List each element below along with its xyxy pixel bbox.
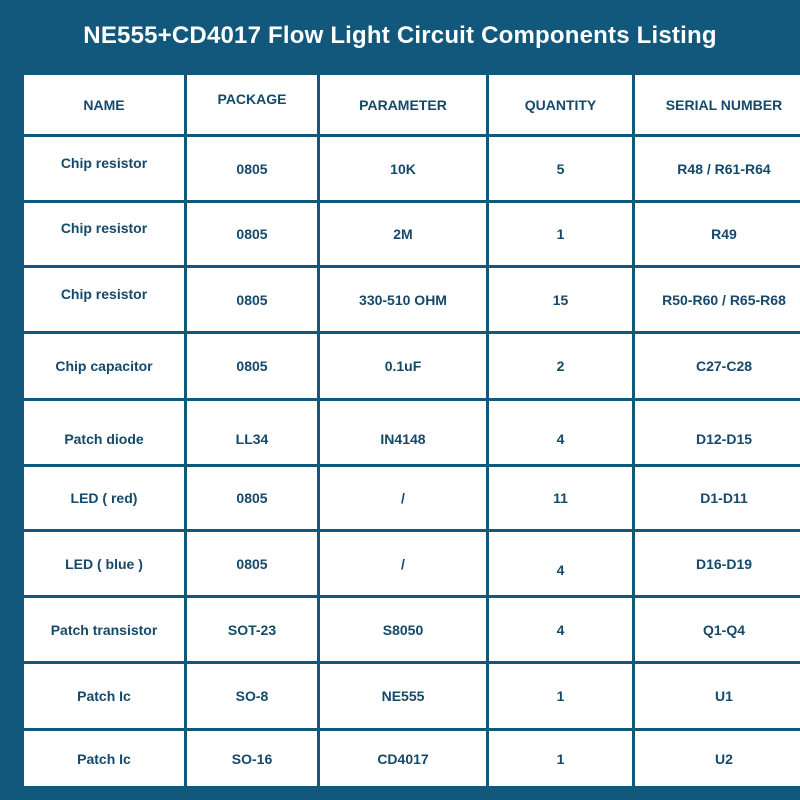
cell-name: Patch diode bbox=[24, 401, 184, 464]
cell-parameter: NE555 bbox=[320, 664, 486, 728]
header-parameter: PARAMETER bbox=[320, 75, 486, 134]
cell-package: SO-16 bbox=[187, 731, 317, 786]
cell-serial-number: U2 bbox=[635, 731, 800, 786]
cell-package: 0805 bbox=[187, 268, 317, 331]
table-row: Patch diode LL34 IN4148 4 D12-D15 bbox=[24, 401, 800, 464]
cell-package: LL34 bbox=[187, 401, 317, 464]
cell-name: Patch Ic bbox=[24, 664, 184, 728]
table-row: Chip resistor 0805 2M 1 R49 bbox=[24, 203, 800, 265]
cell-parameter: / bbox=[320, 532, 486, 595]
cell-package: 0805 bbox=[187, 137, 317, 200]
cell-parameter: IN4148 bbox=[320, 401, 486, 464]
table-row: Patch Ic SO-16 CD4017 1 U2 bbox=[24, 731, 800, 786]
header-name: NAME bbox=[24, 75, 184, 134]
cell-package: 0805 bbox=[187, 203, 317, 265]
cell-parameter: 2M bbox=[320, 203, 486, 265]
cell-parameter: 330-510 OHM bbox=[320, 268, 486, 331]
cell-serial-number: R48 / R61-R64 bbox=[635, 137, 800, 200]
cell-name: Chip resistor bbox=[24, 137, 184, 200]
cell-package: 0805 bbox=[187, 532, 317, 595]
cell-parameter: 10K bbox=[320, 137, 486, 200]
cell-name: Chip resistor bbox=[24, 268, 184, 331]
table-row: Chip resistor 0805 330-510 OHM 15 R50-R6… bbox=[24, 268, 800, 331]
table-row: LED ( red) 0805 / 11 D1-D11 bbox=[24, 467, 800, 529]
header-quantity: QUANTITY bbox=[489, 75, 632, 134]
cell-quantity: 2 bbox=[489, 334, 632, 398]
table-row: Chip resistor 0805 10K 5 R48 / R61-R64 bbox=[24, 137, 800, 200]
cell-quantity: 11 bbox=[489, 467, 632, 529]
cell-quantity: 4 bbox=[489, 532, 632, 595]
cell-parameter: CD4017 bbox=[320, 731, 486, 786]
cell-quantity: 1 bbox=[489, 731, 632, 786]
cell-serial-number: R50-R60 / R65-R68 bbox=[635, 268, 800, 331]
table-row: Patch Ic SO-8 NE555 1 U1 bbox=[24, 664, 800, 728]
cell-name: LED ( blue ) bbox=[24, 532, 184, 595]
cell-package: SO-8 bbox=[187, 664, 317, 728]
cell-name: LED ( red) bbox=[24, 467, 184, 529]
cell-quantity: 1 bbox=[489, 203, 632, 265]
cell-quantity: 1 bbox=[489, 664, 632, 728]
cell-quantity: 4 bbox=[489, 598, 632, 661]
cell-package: SOT-23 bbox=[187, 598, 317, 661]
page-title: NE555+CD4017 Flow Light Circuit Componen… bbox=[83, 22, 717, 49]
cell-package: 0805 bbox=[187, 334, 317, 398]
cell-name: Patch Ic bbox=[24, 731, 184, 786]
cell-parameter: / bbox=[320, 467, 486, 529]
cell-quantity: 4 bbox=[489, 401, 632, 464]
cell-serial-number: U1 bbox=[635, 664, 800, 728]
cell-serial-number: R49 bbox=[635, 203, 800, 265]
table-header-row: NAME PACKAGE PARAMETER QUANTITY SERIAL N… bbox=[24, 75, 800, 134]
cell-serial-number: D1-D11 bbox=[635, 467, 800, 529]
cell-serial-number: Q1-Q4 bbox=[635, 598, 800, 661]
header-package: PACKAGE bbox=[187, 75, 317, 134]
cell-quantity: 5 bbox=[489, 137, 632, 200]
cell-name: Chip capacitor bbox=[24, 334, 184, 398]
table-row: Patch transistor SOT-23 S8050 4 Q1-Q4 bbox=[24, 598, 800, 661]
table-row: Chip capacitor 0805 0.1uF 2 C27-C28 bbox=[24, 334, 800, 398]
components-table: NAME PACKAGE PARAMETER QUANTITY SERIAL N… bbox=[21, 72, 800, 789]
header-serial-number: SERIAL NUMBER bbox=[635, 75, 800, 134]
cell-name: Patch transistor bbox=[24, 598, 184, 661]
cell-parameter: S8050 bbox=[320, 598, 486, 661]
cell-serial-number: D12-D15 bbox=[635, 401, 800, 464]
cell-parameter: 0.1uF bbox=[320, 334, 486, 398]
table-row: LED ( blue ) 0805 / 4 D16-D19 bbox=[24, 532, 800, 595]
cell-serial-number: C27-C28 bbox=[635, 334, 800, 398]
cell-package: 0805 bbox=[187, 467, 317, 529]
cell-serial-number: D16-D19 bbox=[635, 532, 800, 595]
cell-quantity: 15 bbox=[489, 268, 632, 331]
cell-name: Chip resistor bbox=[24, 203, 184, 265]
